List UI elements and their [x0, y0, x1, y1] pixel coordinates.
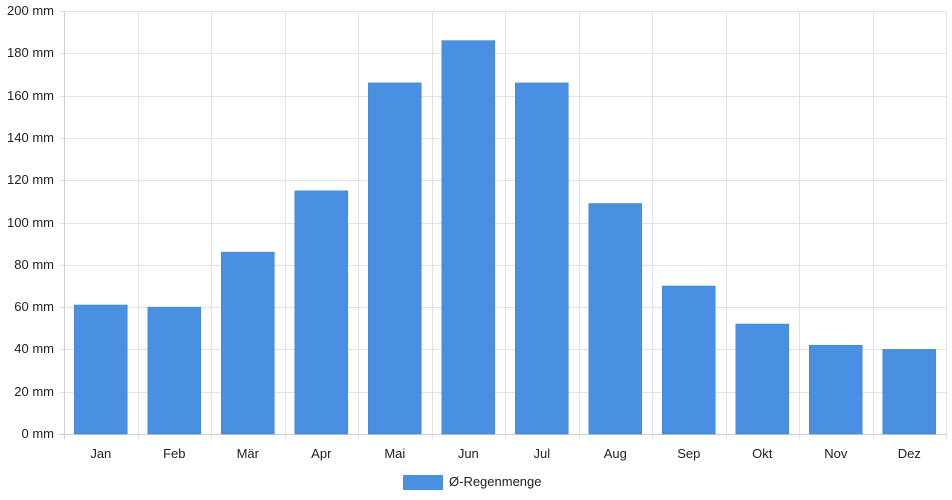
bar-jan[interactable]	[74, 304, 128, 435]
bar-aug[interactable]	[588, 203, 643, 435]
legend-label: Ø-Regenmenge	[449, 474, 542, 489]
y-tick-label: 80 mm	[14, 257, 54, 272]
bar-apr[interactable]	[294, 190, 349, 435]
legend[interactable]: Ø-Regenmenge	[403, 474, 542, 490]
y-tick-label: 20 mm	[14, 384, 54, 399]
bar-dez[interactable]	[882, 349, 937, 435]
y-tick-label: 140 mm	[7, 130, 54, 145]
x-tick-label: Nov	[824, 446, 848, 461]
x-tick-label: Jan	[90, 446, 111, 461]
bar-mai[interactable]	[368, 82, 422, 435]
x-tick-label: Dez	[898, 446, 921, 461]
legend-swatch	[403, 475, 443, 490]
x-tick-label: Mär	[237, 446, 260, 461]
x-tick-label: Apr	[311, 446, 332, 461]
bar-mär[interactable]	[221, 251, 275, 435]
y-tick-label: 180 mm	[7, 45, 54, 60]
bar-nov[interactable]	[809, 344, 863, 435]
x-axis-ticks: Jan Feb Mär Apr Mai Jun Jul Aug Sep Okt Nov Dez	[90, 446, 921, 461]
y-tick-label: 200 mm	[7, 3, 54, 18]
y-tick-label: 160 mm	[7, 88, 54, 103]
bar-okt[interactable]	[735, 323, 790, 435]
x-tick-label: Okt	[752, 446, 773, 461]
y-tick-label: 100 mm	[7, 215, 54, 230]
bar-feb[interactable]	[147, 306, 202, 435]
y-tick-label: 60 mm	[14, 299, 54, 314]
y-axis-ticks: 0 mm 20 mm 40 mm 60 mm 80 mm 100 mm 120 mm 140 …	[7, 3, 54, 441]
bar-jul[interactable]	[515, 82, 569, 435]
x-tick-label: Aug	[604, 446, 627, 461]
bars	[74, 40, 937, 435]
x-tick-label: Jul	[533, 446, 550, 461]
y-tick-label: 0 mm	[22, 426, 55, 441]
gridlines	[59, 11, 947, 439]
y-tick-label: 120 mm	[7, 172, 54, 187]
y-tick-label: 40 mm	[14, 341, 54, 356]
x-tick-label: Sep	[677, 446, 700, 461]
x-tick-label: Feb	[163, 446, 185, 461]
bar-sep[interactable]	[662, 285, 716, 435]
x-tick-label: Jun	[458, 446, 479, 461]
x-tick-label: Mai	[384, 446, 405, 461]
bar-jun[interactable]	[441, 40, 496, 435]
